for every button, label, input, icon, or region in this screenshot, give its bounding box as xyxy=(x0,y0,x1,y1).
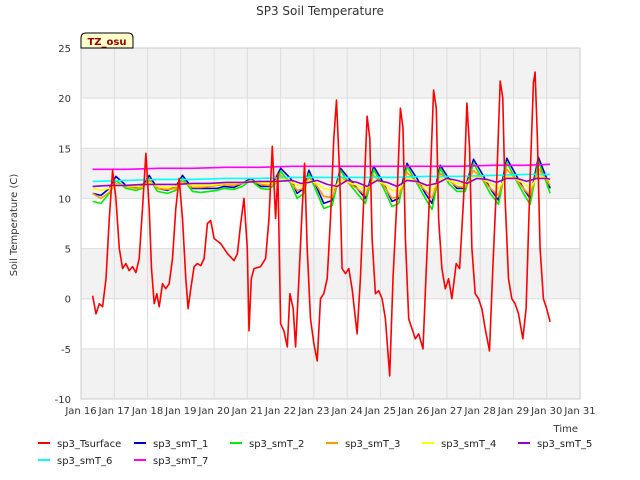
y-tick-label: 5 xyxy=(65,245,71,256)
tz-badge: TZ_osu xyxy=(80,32,134,49)
legend-label: sp3_smT_2 xyxy=(249,439,304,450)
series-lines xyxy=(91,71,551,377)
legend-item: sp3_Tsurface xyxy=(38,439,121,450)
legend: sp3_Tsurface sp3_smT_1 sp3_smT_2 sp3_smT_3 s… xyxy=(38,439,592,467)
series-line-sp3-smT-7 xyxy=(92,163,551,171)
legend-label: sp3_smT_6 xyxy=(57,456,112,467)
x-tick-label: Jan 19 xyxy=(164,406,196,417)
x-axis-ticks: Jan 16 Jan 17 Jan 18 Jan 19 Jan 20 Jan 21 Jan … xyxy=(64,406,595,417)
x-tick-label: Jan 20 xyxy=(197,406,229,417)
x-tick-label: Jan 31 xyxy=(563,406,595,417)
y-tick-label: -5 xyxy=(61,345,71,356)
x-tick-label: Jan 28 xyxy=(464,406,496,417)
y-axis-label: Soil Temperature (C) xyxy=(9,174,20,277)
tz-badge-label: TZ_osu xyxy=(87,37,126,48)
legend-item: sp3_smT_7 xyxy=(134,456,208,467)
y-tick-label: 25 xyxy=(58,44,71,55)
legend-item: sp3_smT_4 xyxy=(422,439,496,450)
series-line-sp3-smT-2 xyxy=(92,160,551,211)
x-tick-label: Jan 27 xyxy=(430,406,462,417)
series-line-sp3-smT-4 xyxy=(92,174,551,192)
x-tick-label: Jan 25 xyxy=(364,406,396,417)
x-tick-label: Jan 21 xyxy=(231,406,263,417)
legend-label: sp3_smT_4 xyxy=(441,439,496,450)
series-line-sp3-smT-3 xyxy=(92,167,551,200)
plot-band xyxy=(81,348,580,399)
x-tick-label: Jan 30 xyxy=(530,406,562,417)
x-tick-label: Jan 26 xyxy=(397,406,429,417)
y-axis-ticks: -10 -5 0 5 10 15 20 25 xyxy=(55,44,71,406)
plot-frame xyxy=(80,47,581,400)
legend-item: sp3_smT_2 xyxy=(230,439,304,450)
y-tick-label: 20 xyxy=(58,94,71,105)
legend-item: sp3_smT_6 xyxy=(38,456,112,467)
x-tick-label: Jan 29 xyxy=(497,406,529,417)
legend-item: sp3_smT_5 xyxy=(518,439,592,450)
series-line-sp3-smT-6 xyxy=(92,173,551,183)
legend-item: sp3_smT_3 xyxy=(326,439,400,450)
legend-label: sp3_smT_5 xyxy=(537,439,592,450)
x-tick-label: Jan 16 xyxy=(64,406,96,417)
x-axis-label: Time xyxy=(553,424,578,435)
plot-band xyxy=(81,48,580,99)
plot-band xyxy=(81,248,580,299)
legend-label: sp3_smT_3 xyxy=(345,439,400,450)
y-tick-label: 10 xyxy=(58,194,71,205)
x-tick-label: Jan 18 xyxy=(131,406,163,417)
legend-label: sp3_Tsurface xyxy=(57,439,121,450)
y-tick-label: -10 xyxy=(55,395,71,406)
legend-item: sp3_smT_1 xyxy=(134,439,208,450)
legend-label: sp3_smT_7 xyxy=(153,456,208,467)
x-tick-label: Jan 17 xyxy=(98,406,130,417)
y-tick-label: 15 xyxy=(58,144,71,155)
y-tick-label: 0 xyxy=(65,295,71,306)
chart-title: SP3 Soil Temperature xyxy=(256,4,384,18)
x-tick-label: Jan 24 xyxy=(330,406,362,417)
x-tick-label: Jan 23 xyxy=(297,406,329,417)
series-line-sp3-Tsurface xyxy=(91,71,551,377)
x-tick-label: Jan 22 xyxy=(264,406,296,417)
series-line-sp3-smT-5 xyxy=(92,177,551,188)
legend-label: sp3_smT_1 xyxy=(153,439,208,450)
